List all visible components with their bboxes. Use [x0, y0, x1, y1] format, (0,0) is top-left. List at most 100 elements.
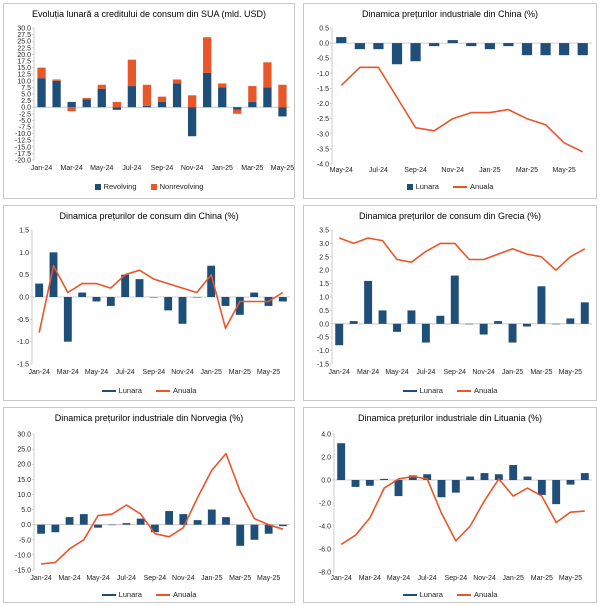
bar-nonrevolving-jun-24	[112, 101, 121, 108]
y-tick-label: -17.5	[15, 151, 31, 158]
bar-lunara-jun-24	[408, 475, 417, 480]
bar-lunara-dec-24	[192, 297, 201, 298]
bar-lunara-jun-24	[108, 524, 117, 526]
legend-lunara: Lunara	[402, 386, 443, 395]
bar-revolving-apr-24	[82, 99, 91, 108]
legend-lunara: Lunara	[402, 590, 443, 599]
chart-panel-lithuania-industrial-prices: Dinamica prețurilor industriale din Litu…	[303, 407, 597, 603]
bar-lunara-jul-24	[373, 43, 384, 50]
y-tick-label: -1.0	[317, 71, 329, 78]
y-tick-label: -12.5	[15, 138, 31, 145]
chart-legend: Lunara Anuala	[304, 386, 596, 395]
x-tick-label: May-25	[257, 369, 280, 376]
bar-lunara-jul-24	[423, 474, 432, 480]
x-tick-label: Jul-24	[117, 575, 136, 582]
bar-revolving-feb-25	[233, 107, 242, 110]
bar-lunara-may-24	[94, 524, 102, 528]
bar-lunara-dec-24	[466, 43, 477, 47]
y-tick-label: -4.0	[319, 524, 331, 531]
bar-revolving-aug-24	[142, 105, 152, 108]
x-tick-label: Mar-25	[531, 575, 553, 582]
chart-legend: Lunara Anuala	[4, 386, 294, 395]
bar-nonrevolving-sep-24	[157, 96, 167, 102]
chart-title: Dinamica prețurilor industriale din Chin…	[361, 9, 539, 19]
bar-lunara-apr-24	[78, 292, 87, 297]
y-tick-label: -1.5	[317, 362, 329, 369]
x-tick-label: Jan-25	[502, 369, 524, 376]
bar-lunara-nov-24	[447, 40, 458, 44]
x-tick-label: Sep-24	[143, 369, 166, 376]
bar-lunara-mar-25	[521, 43, 533, 56]
x-tick-label: Nov-24	[171, 369, 194, 376]
y-tick-label: 0.0	[19, 295, 29, 302]
bar-lunara-mar-25	[537, 286, 546, 324]
x-tick-label: Mar-25	[229, 369, 251, 376]
y-tick-label: 27.5	[17, 32, 31, 39]
bar-nonrevolving-may-24	[97, 84, 106, 89]
x-tick-label: Jan-25	[502, 575, 524, 582]
bar-nonrevolving-aug-24	[142, 84, 152, 106]
x-tick-label: Nov-24	[441, 167, 464, 174]
chart-panel-china-consumer-prices: Dinamica prețurilor de consum din China …	[3, 205, 295, 401]
bar-revolving-may-25	[278, 107, 287, 117]
line-anuala	[338, 237, 586, 271]
x-tick-label: Jul-24	[369, 167, 388, 174]
chart-panel-china-industrial-prices: Dinamica prețurilor industriale din Chin…	[303, 3, 597, 199]
x-tick-label: Jul-24	[116, 369, 135, 376]
bar-lunara-dec-24	[193, 520, 202, 525]
bar-revolving-apr-25	[263, 87, 272, 108]
legend-lunara: Lunara	[406, 182, 439, 191]
x-tick-label: Sep-24	[445, 575, 468, 582]
line-anuala	[41, 452, 284, 565]
y-tick-label: 3.0	[319, 241, 329, 248]
x-tick-label: May-25	[257, 575, 280, 582]
bar-lunara-nov-24	[179, 514, 188, 525]
bar-revolving-feb-24	[52, 80, 61, 108]
bar-nonrevolving-jul-24	[127, 59, 137, 87]
bar-nonrevolving-jan-25	[218, 83, 227, 88]
bar-lunara-nov-24	[480, 473, 489, 480]
y-tick-label: 2.5	[21, 98, 31, 105]
y-tick-label: 30.0	[17, 432, 31, 439]
x-tick-label: Mar-25	[241, 165, 263, 172]
line-anuala	[340, 475, 585, 546]
bar-lunara-jan-25	[207, 265, 216, 297]
bar-lunara-may-24	[393, 323, 401, 332]
y-tick-label: -15.0	[15, 568, 31, 575]
chart-plot: 0.50.0-0.5-1.0-1.5-2.0-2.5-3.0-3.5-4.0Ma…	[317, 26, 592, 174]
y-tick-label: -0.5	[317, 335, 329, 342]
y-tick-label: -15.0	[15, 144, 31, 151]
y-tick-label: 20.0	[17, 52, 31, 59]
line-anuala	[340, 66, 584, 153]
bar-nonrevolving-feb-24	[52, 79, 61, 81]
bar-lunara-feb-24	[351, 480, 360, 487]
chart-legend: Lunara Anuala	[304, 182, 596, 191]
y-tick-label: 1.0	[19, 250, 29, 257]
y-tick-label: 5.0	[21, 92, 31, 99]
bar-lunara-may-25	[566, 480, 575, 485]
bar-lunara-jun-24	[106, 297, 115, 306]
y-tick-label: -8.0	[319, 570, 331, 577]
y-tick-label: -1.5	[317, 86, 329, 93]
bar-lunara-feb-25	[523, 476, 532, 480]
bar-lunara-may-25	[264, 524, 273, 534]
bar-lunara-mar-24	[364, 280, 373, 324]
y-tick-label: 25.0	[17, 39, 31, 46]
y-tick-label: 0.0	[21, 105, 31, 112]
bar-lunara-mar-24	[65, 517, 74, 525]
x-tick-label: Jan-25	[479, 167, 501, 174]
x-tick-label: Nov-24	[172, 575, 195, 582]
bar-lunara-jun-25	[580, 473, 589, 480]
bar-lunara-dec-24	[494, 474, 503, 480]
x-tick-label: Jul-24	[122, 165, 141, 172]
bar-lunara-jun-25	[278, 524, 287, 527]
bar-nonrevolving-apr-25	[263, 62, 272, 88]
bar-lunara-nov-24	[178, 297, 187, 324]
x-tick-label: May-24	[387, 575, 410, 582]
chart-plot: 30.027.525.022.520.017.515.012.510.07.55…	[15, 26, 294, 173]
bar-lunara-jan-24	[337, 443, 346, 480]
legend-revolving: Revolving	[94, 182, 137, 191]
bar-nonrevolving-jan-24	[37, 67, 46, 79]
y-tick-label: -5.0	[19, 537, 31, 544]
